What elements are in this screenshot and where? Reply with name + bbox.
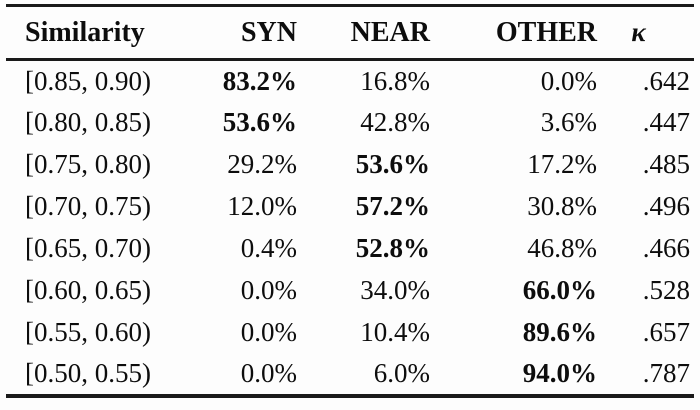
cell-syn: 12.0% — [227, 191, 297, 221]
cell-similarity-range: [0.85, 0.90) — [25, 65, 151, 96]
cell-other: 3.6% — [540, 107, 597, 137]
cell-syn: 0.4% — [240, 233, 297, 263]
table-row: [0.65, 0.70) 0.4% 52.8% 46.8% .466 — [6, 228, 694, 270]
cell-syn: 0.0% — [240, 317, 297, 347]
cell-kappa: .787 — [642, 358, 690, 388]
cell-similarity-range: [0.50, 0.55) — [25, 358, 151, 388]
similarity-results-table: Similarity SYN NEAR OTHER κ [0.85, 0.90)… — [6, 4, 694, 398]
header-kappa: κ — [597, 5, 694, 61]
cell-similarity-range: [0.65, 0.70) — [25, 233, 151, 263]
cell-near: 52.8% — [355, 233, 430, 263]
cell-syn: 53.6% — [222, 107, 297, 137]
cell-similarity-range: [0.60, 0.65) — [25, 275, 151, 305]
cell-other: 94.0% — [522, 358, 597, 388]
cell-syn: 0.0% — [240, 275, 297, 305]
cell-near: 6.0% — [373, 358, 430, 388]
table-row: [0.55, 0.60) 0.0% 10.4% 89.6% .657 — [6, 312, 694, 354]
cell-kappa: .447 — [642, 107, 690, 137]
cell-near: 42.8% — [360, 107, 430, 137]
table-row: [0.80, 0.85) 53.6% 42.8% 3.6% .447 — [6, 102, 694, 144]
cell-similarity-range: [0.70, 0.75) — [25, 191, 151, 221]
cell-kappa: .657 — [642, 317, 690, 347]
cell-similarity-range: [0.80, 0.85) — [25, 107, 151, 137]
cell-other: 17.2% — [527, 149, 597, 179]
cell-other: 30.8% — [527, 191, 597, 221]
cell-other: 0.0% — [540, 65, 597, 96]
table-row: [0.50, 0.55) 0.0% 6.0% 94.0% .787 — [6, 354, 694, 396]
table-row: [0.70, 0.75) 12.0% 57.2% 30.8% .496 — [6, 186, 694, 228]
cell-kappa: .466 — [642, 233, 690, 263]
cell-kappa: .642 — [642, 65, 690, 96]
table-body: [0.85, 0.90) 83.2% 16.8% 0.0% .642 [0.80, 0.8… — [6, 60, 694, 396]
table-header: Similarity SYN NEAR OTHER κ — [6, 5, 694, 61]
table-row: [0.85, 0.90) 83.2% 16.8% 0.0% .642 — [6, 60, 694, 102]
cell-other: 46.8% — [527, 233, 597, 263]
cell-near: 53.6% — [355, 149, 430, 179]
cell-kappa: .485 — [642, 149, 690, 179]
cell-other: 89.6% — [522, 317, 597, 347]
cell-syn: 83.2% — [222, 65, 297, 96]
cell-kappa: .496 — [642, 191, 690, 221]
cell-similarity-range: [0.55, 0.60) — [25, 317, 151, 347]
cell-syn: 29.2% — [227, 149, 297, 179]
cell-near: 10.4% — [360, 317, 430, 347]
cell-similarity-range: [0.75, 0.80) — [25, 149, 151, 179]
header-other: OTHER — [430, 5, 597, 61]
cell-near: 16.8% — [360, 65, 430, 96]
cell-near: 57.2% — [355, 191, 430, 221]
table-row: [0.60, 0.65) 0.0% 34.0% 66.0% .528 — [6, 270, 694, 312]
header-syn: SYN — [186, 5, 297, 61]
header-row: Similarity SYN NEAR OTHER κ — [6, 5, 694, 61]
table-row: [0.75, 0.80) 29.2% 53.6% 17.2% .485 — [6, 144, 694, 186]
header-similarity: Similarity — [6, 5, 186, 61]
cell-other: 66.0% — [522, 275, 597, 305]
cell-kappa: .528 — [642, 275, 690, 305]
cell-near: 34.0% — [360, 275, 430, 305]
cell-syn: 0.0% — [240, 358, 297, 388]
header-near: NEAR — [297, 5, 430, 61]
